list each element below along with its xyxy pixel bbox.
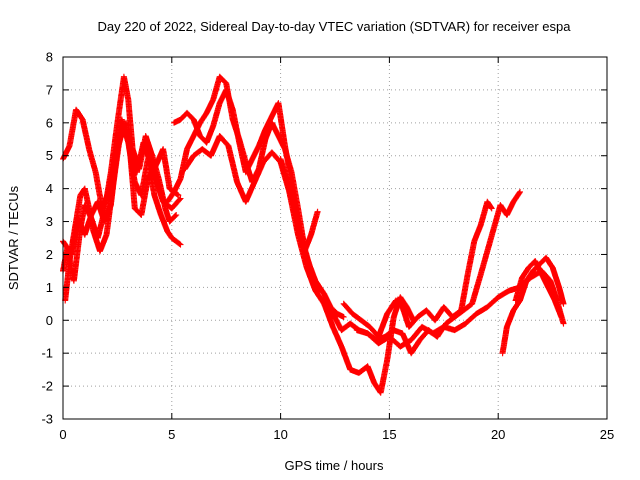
plot-frame	[62, 56, 608, 420]
y-tick-label: 5	[46, 148, 53, 163]
y-tick-label: 6	[46, 115, 53, 130]
y-tick-label: 8	[46, 50, 53, 65]
series-markers	[499, 254, 567, 357]
x-tick-label: 5	[168, 427, 175, 442]
y-axis-label: SDTVAR / TECUs	[6, 185, 21, 290]
x-tick-label: 25	[600, 427, 614, 442]
plot-area	[60, 73, 567, 396]
series-sat-k	[499, 254, 567, 357]
y-tick-label: 2	[46, 247, 53, 262]
x-tick-label: 0	[59, 427, 66, 442]
series-markers	[353, 267, 567, 350]
y-tick-label: 0	[46, 313, 53, 328]
x-tick-label: 20	[491, 427, 505, 442]
y-tick-label: -3	[41, 412, 53, 427]
series-markers	[512, 258, 565, 320]
y-tick-label: -1	[41, 346, 53, 361]
y-tick-label: 3	[46, 214, 53, 229]
y-tick-label: 4	[46, 181, 53, 196]
series-sat-l	[512, 258, 565, 320]
axes: 0 5 10 15 20 25 -3 -2 -1 0 1 2 3 4 5 6 7 8	[41, 50, 614, 443]
series-markers	[340, 198, 495, 340]
chart-title: Day 220 of 2022, Sidereal Day-to-day VTE…	[97, 19, 571, 34]
x-tick-label: 10	[273, 427, 287, 442]
y-tick-label: 1	[46, 280, 53, 295]
x-axis-label: GPS time / hours	[285, 458, 384, 473]
series-sat-j	[353, 267, 567, 350]
series-sat-i	[340, 198, 495, 340]
y-tick-label: 7	[46, 82, 53, 97]
x-tick-label: 15	[382, 427, 396, 442]
y-tick-label: -2	[41, 379, 53, 394]
